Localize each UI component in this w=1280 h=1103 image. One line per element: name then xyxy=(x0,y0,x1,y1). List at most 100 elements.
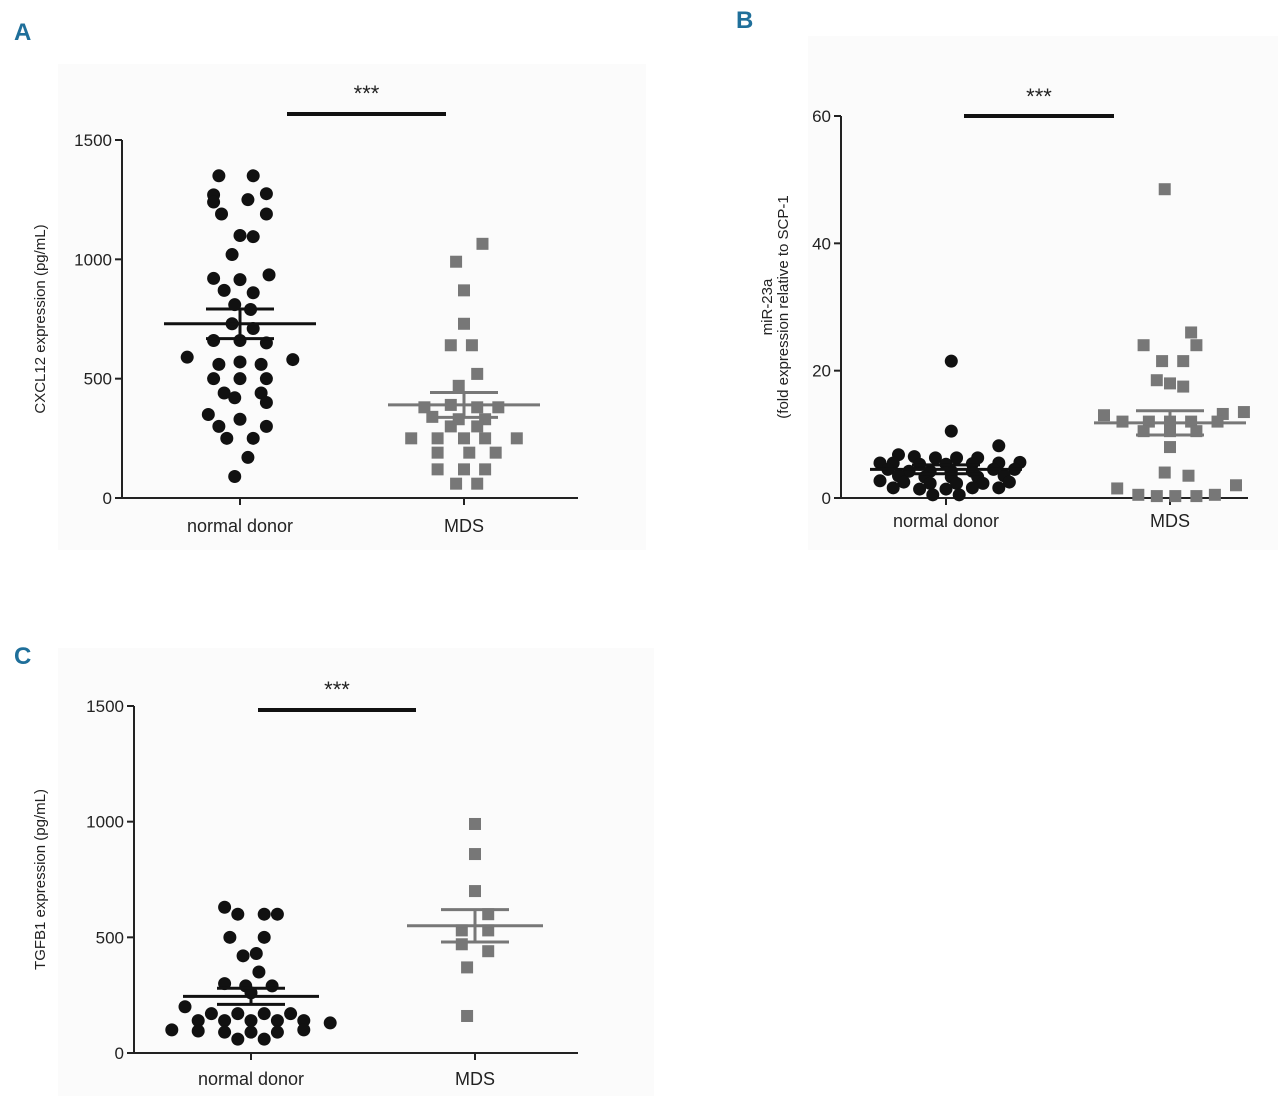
y-tick-label-c: 500 xyxy=(96,928,124,947)
data-point-normal-c xyxy=(231,1007,245,1021)
data-point-mds-b xyxy=(1185,326,1198,339)
panel-label-b: B xyxy=(736,7,753,34)
data-point-normal-b xyxy=(913,482,927,496)
data-point-mds-a xyxy=(431,446,444,459)
data-point-normal-b xyxy=(950,476,964,490)
chart-b: 0 20 40 60 normal donor MDS miR-23a (fold expre… xyxy=(759,84,1250,531)
data-point-normal-c xyxy=(244,1014,258,1028)
data-point-normal-a xyxy=(180,350,194,364)
data-point-normal-c xyxy=(257,930,271,944)
data-point-normal-a xyxy=(254,357,268,371)
data-point-mds-c xyxy=(455,938,468,951)
y-axis-title-line1-b: miR-23a xyxy=(759,278,776,335)
data-point-mds-a xyxy=(450,255,463,268)
data-point-mds-a xyxy=(471,420,484,433)
data-point-normal-a xyxy=(212,419,226,433)
data-point-normal-c xyxy=(204,1007,218,1021)
data-point-mds-a xyxy=(465,339,478,352)
panel-a-background xyxy=(58,64,646,550)
data-point-mds-b xyxy=(1164,441,1176,454)
data-point-normal-a xyxy=(259,207,273,221)
y-tick-label-b: 0 xyxy=(822,489,831,508)
data-point-normal-b xyxy=(950,451,964,465)
data-point-mds-a xyxy=(444,339,457,352)
data-point-mds-c xyxy=(461,961,474,974)
data-point-mds-a xyxy=(444,420,457,433)
data-point-mds-a xyxy=(458,463,470,476)
y-tick-label-a: 1500 xyxy=(74,131,112,150)
data-point-normal-b xyxy=(965,481,979,495)
y-tick-label-b: 60 xyxy=(812,107,831,126)
data-point-normal-a xyxy=(246,286,260,300)
data-point-mds-a xyxy=(489,446,502,459)
data-point-normal-c xyxy=(270,907,284,921)
data-point-normal-c xyxy=(191,1014,205,1028)
data-point-mds-c xyxy=(469,817,481,830)
data-point-normal-a xyxy=(212,357,226,371)
data-point-normal-a xyxy=(241,193,255,207)
data-point-normal-a xyxy=(246,230,260,244)
data-point-mds-a xyxy=(463,446,476,459)
data-point-mds-b xyxy=(1230,479,1242,492)
panel-c-background xyxy=(58,648,654,1096)
data-point-normal-c xyxy=(249,947,263,961)
data-point-normal-b xyxy=(944,354,958,368)
data-point-normal-a xyxy=(262,268,276,282)
data-point-normal-a xyxy=(207,195,221,209)
data-point-mds-b xyxy=(1098,409,1110,422)
chart-c: 0 500 1000 1500 normal donor MDS TGFB1 express… xyxy=(32,677,578,1089)
data-point-normal-a xyxy=(207,333,221,347)
data-point-normal-a xyxy=(228,391,242,405)
data-point-normal-c xyxy=(257,1032,271,1046)
data-point-normal-c xyxy=(297,1014,311,1028)
y-tick-label-c: 0 xyxy=(115,1044,124,1063)
data-point-normal-a xyxy=(233,228,247,242)
data-point-mds-a xyxy=(471,477,484,490)
y-tick-label-b: 40 xyxy=(812,234,831,253)
data-point-normal-a xyxy=(233,372,247,386)
data-point-normal-a xyxy=(201,407,215,421)
data-point-normal-c xyxy=(231,1032,245,1046)
data-point-normal-b xyxy=(886,481,900,495)
data-point-mds-a xyxy=(458,284,470,297)
data-point-normal-c xyxy=(218,1014,232,1028)
data-point-normal-a xyxy=(217,386,231,400)
y-axis-title-a: CXCL12 expression (pg/mL) xyxy=(32,224,49,413)
data-point-normal-a xyxy=(233,355,247,369)
data-point-normal-b xyxy=(928,451,942,465)
data-point-normal-a xyxy=(259,419,273,433)
y-tick-label-c: 1500 xyxy=(86,697,124,716)
data-point-normal-b xyxy=(992,439,1006,453)
data-point-mds-a xyxy=(452,379,465,392)
data-point-normal-c xyxy=(270,1025,284,1039)
data-point-normal-a xyxy=(220,431,234,445)
data-point-mds-b xyxy=(1111,482,1124,495)
x-category-label-a: MDS xyxy=(444,516,484,536)
data-point-mds-a xyxy=(458,317,470,330)
data-point-normal-b xyxy=(926,488,940,502)
data-point-normal-a xyxy=(207,271,221,285)
y-axis-title-line2-b: (fold expression relative to SCP-1 xyxy=(775,195,792,418)
data-point-normal-a xyxy=(217,283,231,297)
data-point-normal-b xyxy=(952,488,966,502)
data-point-mds-b xyxy=(1158,466,1171,479)
data-point-mds-b xyxy=(1156,355,1169,368)
data-point-normal-b xyxy=(897,475,911,489)
data-point-normal-c xyxy=(218,900,232,914)
data-point-normal-a xyxy=(215,207,229,221)
data-point-normal-c xyxy=(257,1007,271,1021)
data-point-normal-c xyxy=(297,1023,311,1037)
data-point-mds-c xyxy=(482,924,495,937)
chart-a: 0 500 1000 1500 normal donor MDS CXCL12 expres… xyxy=(32,81,578,536)
data-point-normal-a xyxy=(259,396,273,410)
data-point-mds-a xyxy=(431,463,444,476)
data-point-mds-a xyxy=(431,432,444,445)
data-point-mds-b xyxy=(1190,339,1203,352)
data-point-normal-b xyxy=(976,476,990,490)
data-point-normal-a xyxy=(246,431,260,445)
data-point-normal-c xyxy=(218,1025,232,1039)
data-point-normal-c xyxy=(284,1007,298,1021)
panel-b-background xyxy=(808,36,1278,550)
data-point-mds-b xyxy=(1237,406,1250,419)
